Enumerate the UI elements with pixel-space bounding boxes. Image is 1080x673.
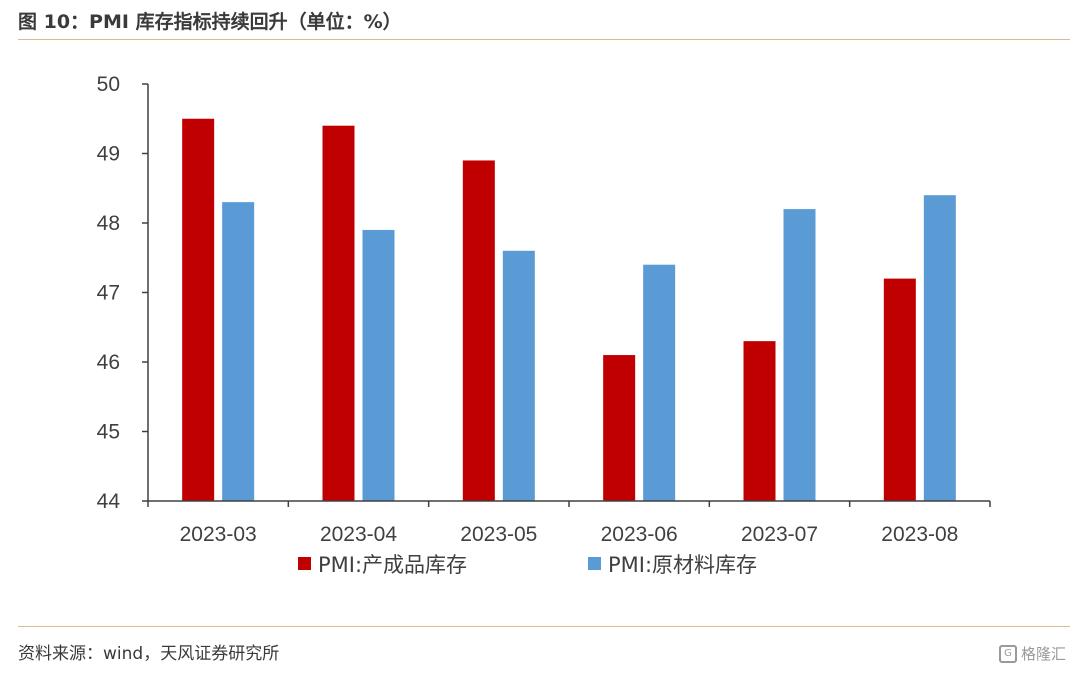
legend-label-raw-materials: PMI:原材料库存 <box>608 553 757 577</box>
y-tick-label: 47 <box>97 282 120 305</box>
bar-finished-goods-2023-05 <box>462 160 495 501</box>
watermark-text: 格隆汇 <box>1020 645 1066 663</box>
source-note: 资料来源：wind，天风证券研究所 <box>18 644 280 664</box>
x-tick-label: 2023-08 <box>881 523 958 546</box>
y-tick-label: 50 <box>97 73 120 96</box>
y-tick-label: 46 <box>97 351 120 374</box>
x-tick-label: 2023-05 <box>460 523 537 546</box>
bar-finished-goods-2023-07 <box>743 341 776 501</box>
watermark: G 格隆汇 <box>998 643 1066 664</box>
bar-finished-goods-2023-08 <box>883 278 916 501</box>
legend-swatch-raw-materials <box>588 557 601 570</box>
bar-chart: 44 45 46 47 48 49 50 2023-03 2023-04 2023-05 2023-… <box>97 73 991 577</box>
bar-finished-goods-2023-06 <box>603 355 636 501</box>
y-tick-label: 44 <box>97 490 121 513</box>
legend-swatch-finished-goods <box>298 557 311 570</box>
bar-raw-materials-2023-06 <box>643 264 676 501</box>
bar-finished-goods-2023-03 <box>182 118 215 501</box>
legend: PMI:产成品库存 PMI:原材料库存 <box>298 553 757 577</box>
bar-raw-materials-2023-04 <box>362 229 395 501</box>
header-divider <box>18 39 1070 40</box>
x-tick-label: 2023-03 <box>180 523 257 546</box>
x-tick-label: 2023-07 <box>741 523 818 546</box>
x-tick-label: 2023-04 <box>320 523 397 546</box>
axes-group: 44 45 46 47 48 49 50 2023-03 2023-04 2023-05 2023-… <box>97 73 991 546</box>
y-tick-label: 45 <box>97 421 120 444</box>
watermark-logo-icon: G <box>998 644 1017 663</box>
bar-raw-materials-2023-08 <box>923 195 956 501</box>
bar-raw-materials-2023-07 <box>783 209 816 501</box>
y-tick-label: 48 <box>97 212 120 235</box>
bar-finished-goods-2023-04 <box>322 125 355 501</box>
legend-label-finished-goods: PMI:产成品库存 <box>318 553 467 577</box>
x-tick-label: 2023-06 <box>601 523 678 546</box>
bars-group <box>182 118 956 501</box>
figure-title: 图 10：PMI 库存指标持续回升（单位：%） <box>18 11 402 33</box>
bar-raw-materials-2023-05 <box>502 250 535 501</box>
y-tick-label: 49 <box>97 143 120 166</box>
bar-raw-materials-2023-03 <box>222 202 255 501</box>
footer-divider <box>18 626 1070 627</box>
